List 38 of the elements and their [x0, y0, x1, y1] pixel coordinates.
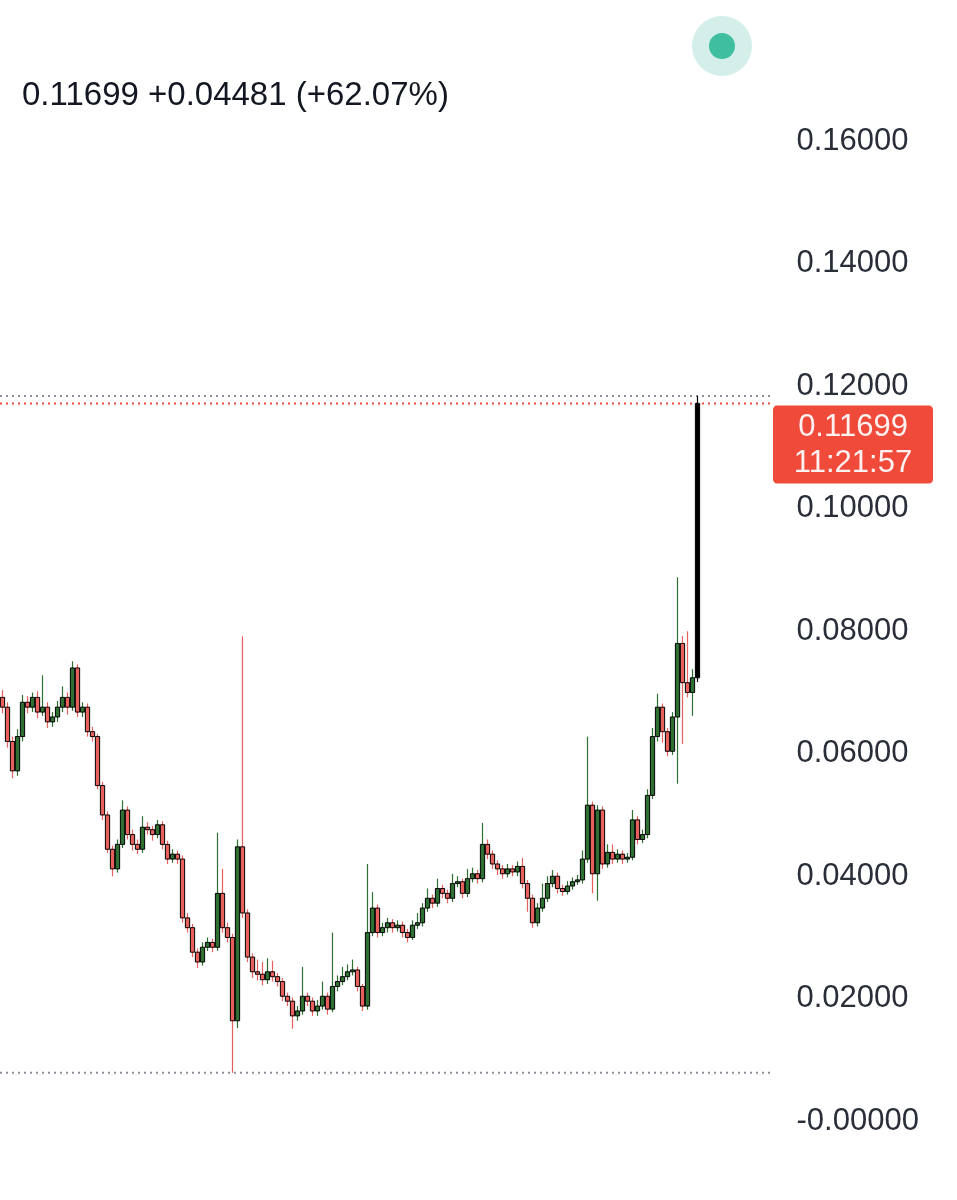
candlestick: [464, 868, 471, 898]
candlestick: [259, 961, 266, 986]
y-tick-label: 0.06000: [796, 734, 909, 769]
candlestick: [459, 878, 466, 899]
candlestick: [299, 966, 306, 1016]
candlestick: [534, 902, 541, 928]
candlestick: [409, 919, 416, 941]
candlestick: [319, 980, 326, 1011]
ref-line-label: 0.11699 11:21:57: [793, 408, 913, 480]
candlestick: [139, 815, 146, 854]
y-tick-label: 0.10000: [796, 489, 909, 524]
candlestick: [609, 843, 616, 865]
candlestick: [309, 996, 316, 1017]
candlestick: [54, 700, 61, 723]
candlestick: [254, 958, 261, 981]
candlestick: [279, 977, 286, 1002]
y-tick-label: 0.04000: [796, 856, 909, 892]
candlestick: [329, 931, 336, 1013]
candlestick: [449, 873, 456, 903]
candlestick: [434, 878, 441, 908]
y-tick-label: -0.00000: [796, 1101, 919, 1137]
candlestick: [199, 941, 206, 967]
candlestick: [269, 960, 276, 983]
candlestick: [339, 966, 346, 986]
y-tick-label: 0.08000: [796, 611, 909, 647]
candlestick: [419, 902, 426, 928]
candlestick: [554, 871, 561, 894]
candlestick: [34, 690, 41, 719]
y-tick-label: 0.12000: [796, 366, 909, 402]
y-tick-label: 0.14000: [796, 244, 909, 279]
y-tick-label: 0.02000: [796, 979, 909, 1014]
candlestick: [264, 957, 271, 985]
y-tick-label: 0.16000: [796, 121, 909, 157]
chart-subtitle: 0.11699 +0.04481 (+62.07%): [22, 75, 449, 112]
candlestick: [44, 701, 51, 729]
candlestick: [289, 996, 296, 1030]
candlestick: [29, 691, 36, 713]
candlestick: [684, 630, 691, 698]
